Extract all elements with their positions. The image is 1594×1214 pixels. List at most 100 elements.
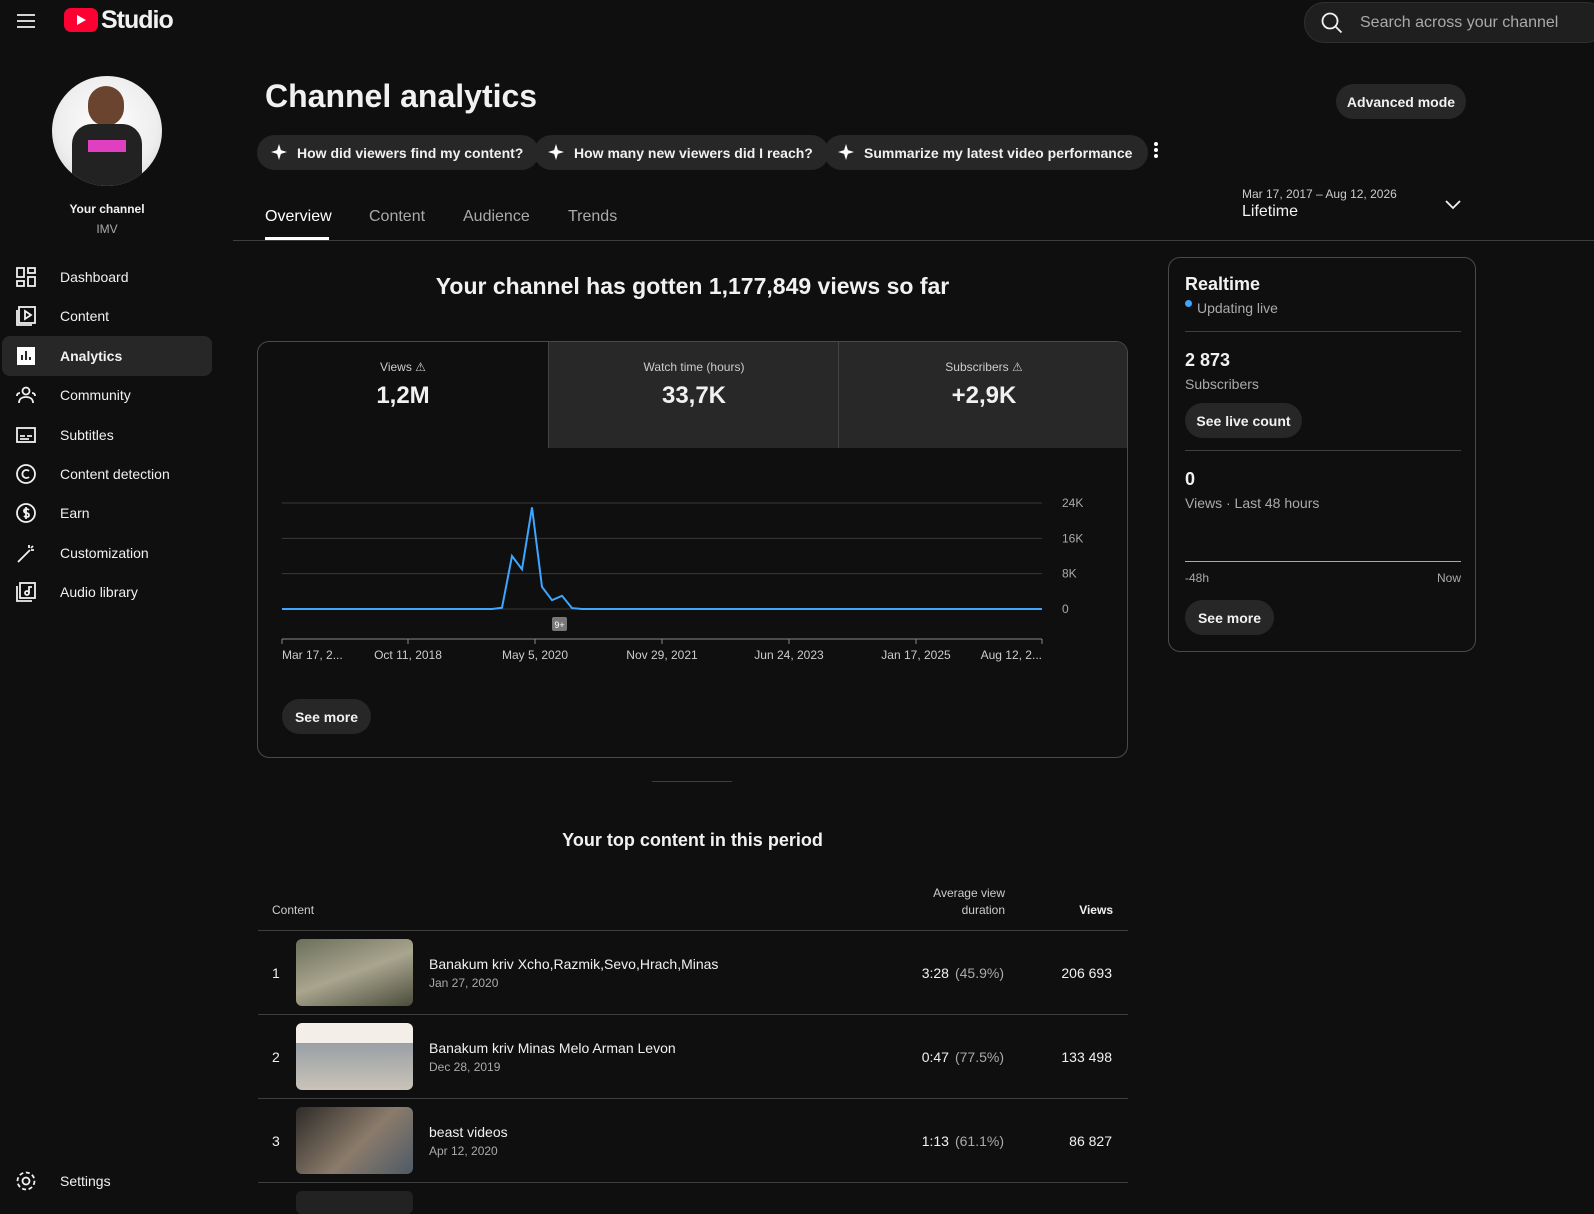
nav-item[interactable]: Content detection [2, 454, 212, 494]
rank: 1 [272, 965, 280, 981]
x-tick-label: Jan 17, 2025 [881, 648, 951, 662]
nav-label: Earn [60, 505, 90, 522]
tab[interactable]: Audience [463, 208, 530, 225]
see-more-button[interactable]: See more [1185, 600, 1274, 635]
date-range[interactable]: Mar 17, 2017 – Aug 12, 2026 [1242, 187, 1397, 201]
nav-icon [16, 386, 36, 404]
nav-icon [16, 267, 36, 287]
column-header[interactable]: Average view duration [933, 886, 1005, 917]
tab[interactable]: Overview [265, 208, 332, 225]
tab[interactable]: Trends [568, 208, 618, 225]
nav-label: Community [60, 387, 131, 404]
divider [1185, 450, 1461, 451]
views: 86 827 [1069, 1133, 1112, 1149]
nav-item[interactable]: Subtitles [2, 415, 212, 455]
nav-item[interactable]: Settings [2, 1161, 212, 1201]
logo-text[interactable]: Studio [101, 6, 174, 34]
thumbnail [296, 939, 413, 1006]
metric-label-text: Views [380, 360, 412, 374]
x-tick-label: Oct 11, 2018 [374, 648, 442, 662]
column-header: Content [272, 903, 315, 917]
video-title[interactable]: Banakum kriv Minas Melo Arman Levon [429, 1040, 676, 1056]
video-date: Jan 27, 2020 [429, 976, 499, 990]
column-header[interactable]: Views [1079, 903, 1113, 917]
nav-label: Content [60, 308, 110, 325]
nav-icon [16, 503, 36, 524]
table-row[interactable]: 3 beast videos Apr 12, 2020 1:13 (61.1%) 86 8… [258, 1098, 1128, 1183]
y-tick-label: 8K [1062, 567, 1077, 581]
nav-icon [16, 464, 36, 484]
dropdown-icon[interactable] [1444, 199, 1462, 211]
tab[interactable]: Content [369, 208, 426, 225]
nav-item[interactable]: Analytics [2, 335, 212, 376]
x-tick-label: Aug 12, 2... [981, 648, 1042, 662]
menu-icon[interactable] [16, 12, 36, 30]
video-title[interactable]: Banakum kriv Xcho,Razmik,Sevo,Hrach,Mina… [429, 956, 719, 972]
thumbnail [296, 1191, 413, 1214]
nav-item[interactable]: Dashboard [2, 257, 212, 297]
nav-label: Audio library [60, 584, 138, 601]
video-title[interactable]: beast videos [429, 1124, 508, 1140]
annotation-badge [552, 617, 567, 631]
annotation-badge-label: 9+ [554, 620, 564, 630]
nav-item[interactable]: Community [2, 375, 212, 415]
divider [233, 240, 1594, 241]
rank: 3 [272, 1133, 280, 1149]
x-tick-label: Jun 24, 2023 [754, 648, 824, 662]
search-icon [1321, 12, 1343, 34]
views: 133 498 [1061, 1049, 1112, 1065]
see-more-button[interactable]: See more [282, 699, 371, 734]
suggestion-chip[interactable]: How did viewers find my content? [257, 135, 540, 170]
nav-item[interactable]: Audio library [2, 572, 212, 612]
avg-duration: 1:13 (61.1%) [922, 1133, 1004, 1149]
avg-duration: 0:47 (77.5%) [922, 1049, 1004, 1065]
nav-icon [16, 306, 36, 327]
avg-duration-value: 0:47 [921, 1049, 949, 1065]
metric-value: +2,9K [951, 382, 1017, 409]
suggestion-chip[interactable]: Summarize my latest video performance [824, 135, 1149, 170]
video-date: Dec 28, 2019 [429, 1060, 501, 1074]
axis-label: -48h [1185, 571, 1210, 585]
views-count: 0 [1185, 469, 1196, 489]
realtime-title: Realtime [1185, 274, 1261, 294]
search-box[interactable]: Search across your channel [1304, 2, 1594, 43]
table-row[interactable]: 1 Banakum kriv Xcho,Razmik,Sevo,Hrach,Min… [258, 930, 1128, 1015]
nav-label: Analytics [60, 347, 123, 364]
suggestion-chip[interactable]: How many new viewers did I reach? [534, 135, 829, 170]
nav-label: Subtitles [60, 426, 114, 443]
nav-item[interactable]: Earn [2, 493, 212, 533]
table-row[interactable]: 2 Banakum kriv Minas Melo Arman Levon Dec … [258, 1014, 1128, 1099]
channel-name: IMV [96, 222, 118, 236]
more-options[interactable] [1150, 140, 1162, 162]
metric-tab[interactable]: Watch time (hours) 33,7K [548, 342, 839, 448]
table-row [258, 1182, 1128, 1214]
search-placeholder: Search across your channel [1360, 14, 1559, 31]
y-tick-label: 24K [1062, 496, 1083, 510]
nav-label: Customization [60, 544, 149, 561]
subscriber-label: Subscribers [1185, 376, 1259, 392]
channel-label: Your channel [69, 202, 145, 216]
nav-icon [16, 582, 36, 603]
nav-item[interactable]: Content [2, 296, 212, 336]
metric-label-text: Subscribers [945, 360, 1009, 374]
metric-tab[interactable]: Subscribers ⚠ +2,9K [838, 342, 1127, 448]
overview-card: Views ⚠ 1,2M Watch time (hours) 33,7K Subs… [257, 341, 1128, 758]
advanced-mode-button[interactable]: Advanced mode [1336, 84, 1466, 119]
channel-avatar[interactable] [52, 76, 162, 186]
section-title: Your top content in this period [562, 830, 823, 850]
avg-duration: 3:28 (45.9%) [922, 965, 1004, 981]
logo-mark[interactable] [64, 8, 98, 32]
views: 206 693 [1061, 965, 1112, 981]
metric-label: Watch time (hours) [643, 360, 745, 374]
page-title: Channel analytics [265, 78, 538, 114]
date-period[interactable]: Lifetime [1242, 203, 1299, 220]
divider [1185, 331, 1461, 332]
avg-duration-value: 1:13 [921, 1133, 949, 1149]
metric-tab[interactable]: Views ⚠ 1,2M [258, 342, 548, 448]
nav-item[interactable]: Customization [2, 533, 212, 573]
x-tick-label: May 5, 2020 [502, 648, 568, 662]
thumbnail [296, 1023, 413, 1090]
avg-percent: (77.5%) [954, 1049, 1004, 1065]
avg-percent: (61.1%) [954, 1133, 1004, 1149]
see-live-count-button[interactable]: See live count [1185, 403, 1302, 438]
